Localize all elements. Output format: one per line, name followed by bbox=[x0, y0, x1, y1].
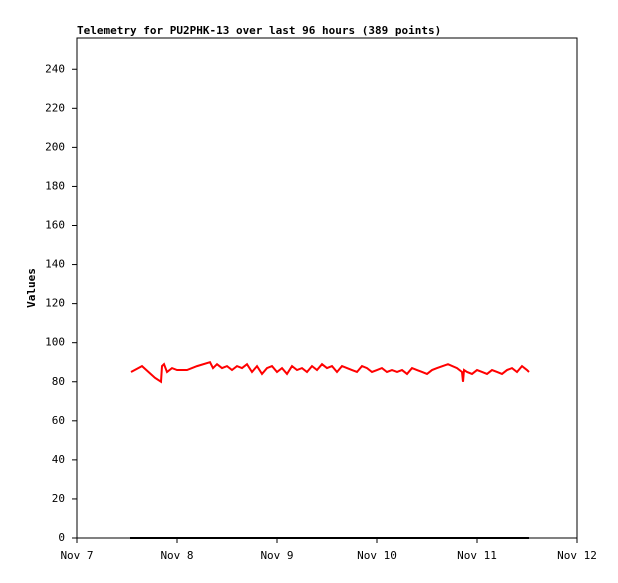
y-tick-label: 220 bbox=[45, 101, 65, 114]
x-tick-label: Nov 7 bbox=[60, 549, 93, 562]
chart-title: Telemetry for PU2PHK-13 over last 96 hou… bbox=[77, 24, 441, 37]
x-tick-label: Nov 9 bbox=[260, 549, 293, 562]
y-tick-label: 60 bbox=[52, 414, 65, 427]
x-tick-label: Nov 10 bbox=[357, 549, 397, 562]
y-tick-label: 100 bbox=[45, 336, 65, 349]
x-tick-label: Nov 11 bbox=[457, 549, 497, 562]
y-tick-label: 240 bbox=[45, 62, 65, 75]
y-tick-label: 80 bbox=[52, 375, 65, 388]
y-tick-label: 20 bbox=[52, 492, 65, 505]
y-tick-label: 40 bbox=[52, 453, 65, 466]
x-tick-label: Nov 8 bbox=[160, 549, 193, 562]
y-tick-label: 200 bbox=[45, 140, 65, 153]
y-tick-label: 0 bbox=[58, 531, 65, 544]
y-tick-label: 160 bbox=[45, 219, 65, 232]
y-tick-label: 120 bbox=[45, 297, 65, 310]
y-tick-label: 180 bbox=[45, 179, 65, 192]
x-tick-label: Nov 12 bbox=[557, 549, 597, 562]
y-axis-label: Values bbox=[25, 268, 38, 308]
y-tick-label: 140 bbox=[45, 258, 65, 271]
data-line bbox=[130, 361, 530, 384]
